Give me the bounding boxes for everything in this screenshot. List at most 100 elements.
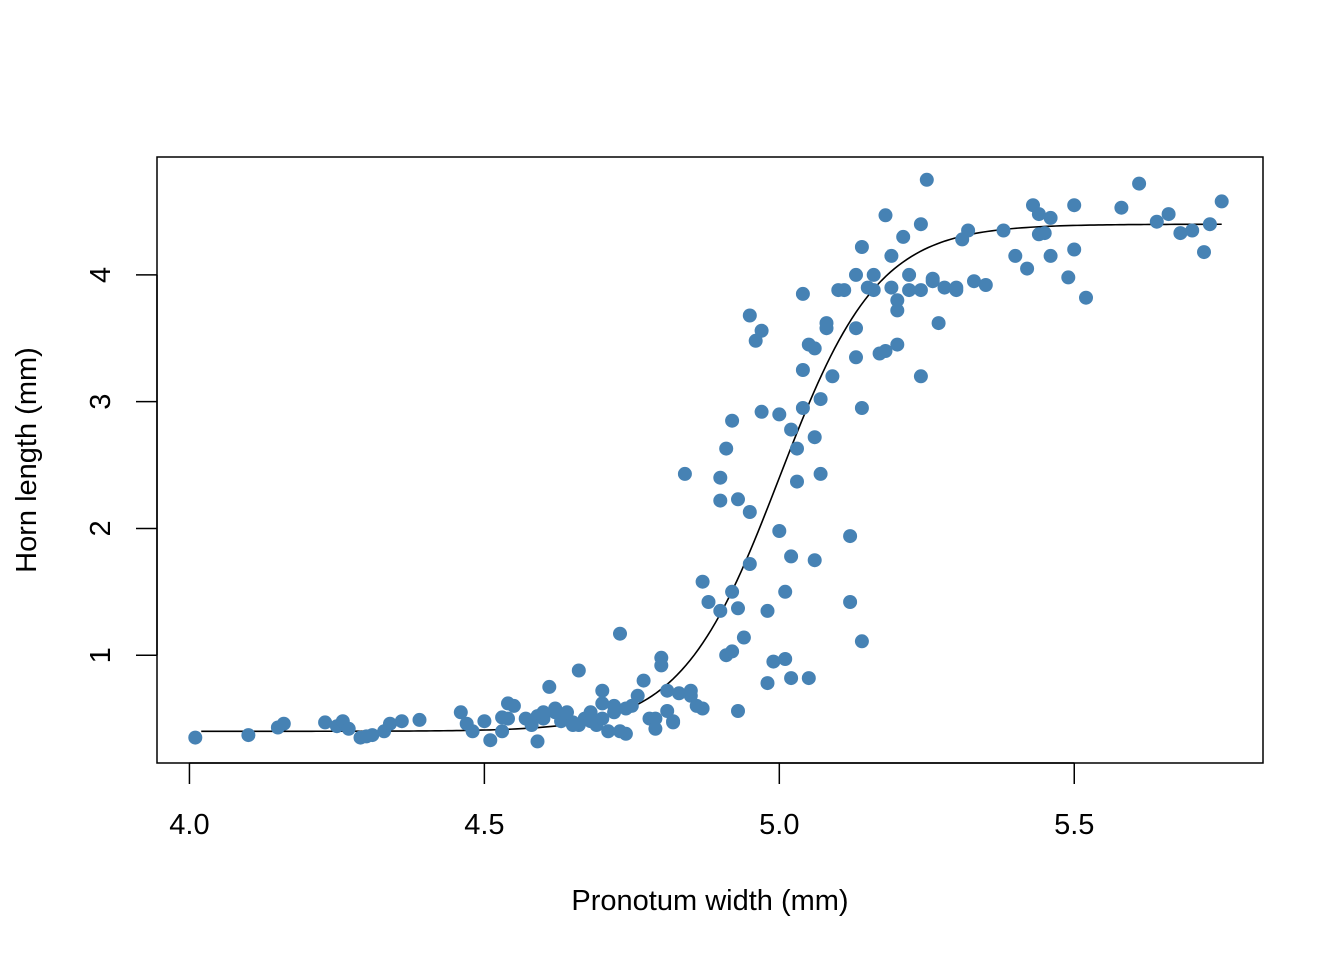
x-tick-label: 5.5	[1054, 809, 1094, 841]
data-point	[813, 392, 828, 407]
plot-frame	[156, 156, 1264, 764]
data-point	[937, 280, 952, 295]
data-point	[1067, 242, 1082, 257]
data-point	[571, 663, 586, 678]
data-point	[849, 321, 863, 336]
data-point	[1173, 226, 1188, 241]
x-axis: 4.0 4.5 5.0 5.5	[169, 762, 1094, 841]
data-point	[742, 557, 757, 571]
data-point	[996, 223, 1011, 238]
data-point	[713, 603, 728, 618]
data-point	[760, 603, 775, 618]
data-point	[1185, 223, 1200, 238]
data-point	[784, 422, 799, 437]
data-point	[790, 441, 804, 456]
data-point	[648, 711, 663, 726]
data-point	[383, 716, 397, 731]
data-point	[837, 283, 852, 298]
data-point	[595, 696, 610, 711]
data-point	[607, 698, 622, 713]
data-point	[1020, 261, 1035, 276]
data-point	[1132, 176, 1147, 191]
data-point	[902, 283, 917, 298]
data-point	[725, 644, 740, 659]
data-point	[713, 493, 728, 508]
data-point	[819, 316, 834, 331]
data-point	[825, 369, 840, 384]
data-point	[465, 724, 480, 739]
data-point	[1043, 210, 1058, 225]
data-point	[795, 363, 810, 377]
data-point	[630, 688, 645, 703]
data-point	[695, 701, 710, 716]
data-point	[506, 698, 521, 713]
data-point	[913, 369, 928, 384]
data-point	[666, 714, 681, 729]
fit-curve	[201, 223, 1222, 733]
data-point	[683, 683, 698, 698]
data-point	[1043, 248, 1058, 263]
data-point	[778, 652, 793, 666]
y-tick-label: 2	[85, 520, 117, 536]
data-point	[701, 595, 716, 609]
data-point	[754, 404, 769, 419]
data-point	[813, 466, 828, 481]
data-point	[795, 401, 810, 415]
x-axis-label: Pronotum width (mm)	[571, 885, 848, 917]
data-point	[636, 673, 651, 688]
data-point	[742, 308, 757, 323]
data-point	[341, 721, 356, 736]
data-point	[618, 701, 633, 716]
data-point	[1031, 227, 1046, 242]
fit-curve-group	[201, 223, 1222, 733]
data-point	[731, 704, 745, 718]
data-point	[188, 730, 203, 745]
data-point	[748, 333, 763, 348]
data-point	[1149, 214, 1164, 229]
data-point	[784, 549, 799, 564]
data-point	[854, 401, 869, 415]
data-point	[843, 529, 858, 544]
data-point	[884, 248, 899, 263]
data-point	[565, 718, 580, 732]
data-point	[931, 316, 946, 331]
data-point	[648, 721, 663, 736]
data-point	[731, 492, 745, 507]
data-point	[790, 474, 804, 489]
data-point	[1202, 217, 1217, 232]
x-tick-label: 4.0	[169, 809, 209, 841]
y-axis: 1 2 3 4	[85, 267, 158, 663]
data-point	[896, 229, 911, 244]
data-point	[925, 271, 940, 286]
data-point	[890, 337, 905, 352]
data-point	[477, 714, 492, 729]
data-point	[394, 714, 409, 729]
data-point	[754, 323, 769, 338]
data-point	[766, 654, 781, 669]
data-point	[884, 280, 899, 295]
y-tick-label: 1	[85, 647, 117, 663]
data-point	[276, 716, 291, 731]
data-point	[772, 407, 787, 422]
data-points	[188, 172, 1229, 749]
data-point	[843, 595, 858, 609]
data-point	[967, 274, 981, 289]
data-point	[601, 724, 616, 739]
data-point	[902, 267, 917, 282]
data-point	[412, 712, 427, 727]
data-point	[807, 341, 822, 356]
data-point	[548, 705, 563, 720]
data-point	[778, 584, 793, 599]
data-point	[919, 172, 934, 187]
data-point	[807, 553, 822, 568]
data-point	[890, 293, 905, 308]
data-point	[878, 208, 893, 223]
data-point	[742, 505, 757, 519]
data-point	[672, 686, 686, 701]
x-tick-label: 5.0	[759, 809, 799, 841]
data-point	[731, 601, 745, 616]
data-point	[1031, 207, 1046, 222]
data-point	[660, 683, 675, 698]
data-point	[1161, 207, 1176, 222]
data-point	[1214, 194, 1229, 209]
